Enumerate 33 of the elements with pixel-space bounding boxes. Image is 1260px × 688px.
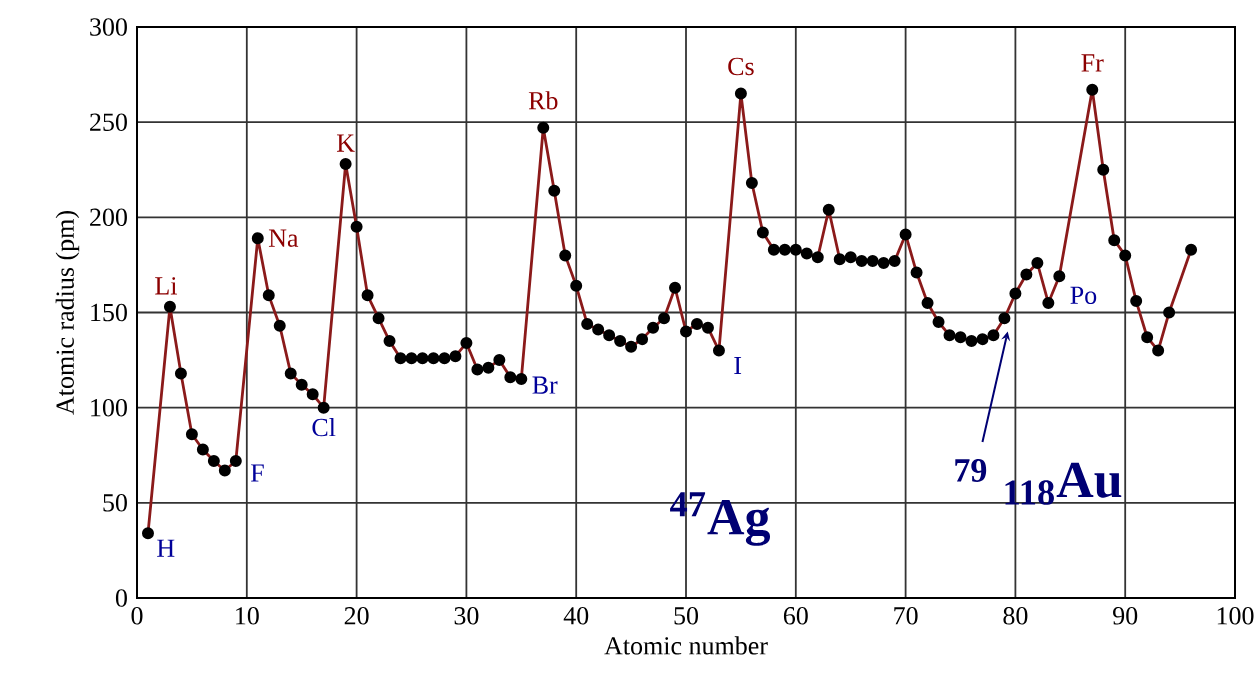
y-tick-label: 150 — [91, 303, 127, 322]
x-tick-label: 100 — [1217, 607, 1254, 625]
y-tick-label: 250 — [90, 113, 127, 131]
annotation: Cs — [728, 57, 754, 76]
annotation: K — [336, 134, 355, 152]
x-tick-label: 40 — [563, 607, 589, 625]
annotation: I — [734, 356, 742, 374]
x-tick-label: 50 — [674, 607, 699, 625]
x-axis-title: Atomic number — [604, 636, 768, 655]
x-tick-label: 80 — [1003, 607, 1028, 625]
x-tick-label: 30 — [454, 607, 479, 625]
y-axis-title: Atomic radius (pm) — [55, 211, 80, 415]
annotation: H — [157, 539, 175, 557]
x-tick-label: 10 — [236, 607, 259, 625]
annotation: 79 — [955, 459, 987, 482]
annotation: Br — [532, 376, 558, 394]
annotation: Li — [155, 277, 178, 295]
x-tick-label: 70 — [894, 607, 918, 625]
annotation: Cl — [312, 418, 336, 437]
y-tick-label: 100 — [91, 398, 127, 417]
annotation: Po — [1070, 286, 1097, 304]
y-tick-label: 300 — [90, 18, 127, 36]
annotation: Fr — [1081, 54, 1104, 72]
annotation: Na — [268, 229, 299, 247]
annotation: Rb — [528, 91, 558, 110]
x-tick-label: 0 — [131, 607, 143, 625]
x-tick-label: 20 — [344, 607, 369, 625]
annotation: F — [250, 464, 264, 482]
x-tick-label: 90 — [1113, 607, 1138, 625]
y-tick-label: 0 — [115, 589, 127, 607]
y-tick-label: 50 — [103, 494, 127, 512]
x-tick-label: 60 — [783, 607, 808, 625]
y-tick-label: 200 — [90, 208, 127, 227]
